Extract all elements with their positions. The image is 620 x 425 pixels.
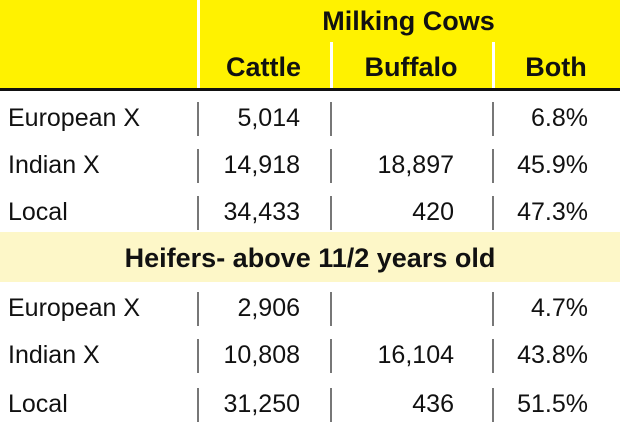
column-divider [197, 42, 200, 88]
cell-value: 14,918 [223, 151, 300, 179]
cell-value: 45.9% [517, 151, 588, 179]
column-divider [330, 196, 332, 230]
column-divider [330, 339, 332, 373]
column-divider [330, 102, 332, 136]
cell-value: 47.3% [517, 198, 588, 226]
cell-value: 2,906 [237, 294, 300, 322]
column-divider [197, 102, 199, 136]
header-rule [0, 88, 620, 91]
column-divider [492, 196, 494, 230]
column-divider [330, 292, 332, 326]
column-divider [330, 149, 332, 183]
column-header: Buffalo [364, 52, 458, 82]
column-divider [197, 339, 199, 373]
column-divider [197, 0, 200, 42]
column-divider [197, 292, 199, 326]
row-label: Local [8, 198, 68, 226]
cell-value: 5,014 [237, 104, 300, 132]
column-header: Both [525, 52, 587, 82]
column-header: Cattle [225, 52, 301, 82]
row-label: European X [8, 294, 141, 322]
column-divider [492, 149, 494, 183]
cell-value: 34,433 [223, 198, 300, 226]
cell-value: 10,808 [223, 341, 300, 369]
cell-value: 51.5% [517, 390, 588, 418]
cell-value: 420 [412, 198, 454, 226]
title-band [0, 0, 620, 42]
column-divider [492, 292, 494, 326]
cell-value: 31,250 [223, 390, 300, 418]
row-label: European X [8, 104, 141, 132]
cell-value: 43.8% [517, 341, 588, 369]
column-divider [197, 149, 199, 183]
header-band [0, 42, 620, 88]
row-label: Indian X [8, 341, 100, 369]
section-title: Heifers- above 11/2 years old [124, 243, 496, 273]
column-divider [197, 388, 199, 422]
table-title: Milking Cows [322, 6, 495, 36]
column-divider [492, 102, 494, 136]
row-label: Indian X [8, 151, 100, 179]
column-divider [330, 42, 333, 88]
cell-value: 18,897 [377, 151, 454, 179]
cell-value: 16,104 [377, 341, 454, 369]
cell-value: 436 [412, 390, 454, 418]
row-label: Local [8, 390, 68, 418]
column-divider [492, 42, 495, 88]
column-divider [492, 388, 494, 422]
column-divider [197, 196, 199, 230]
column-divider [330, 388, 332, 422]
cell-value: 6.8% [531, 104, 588, 132]
cell-value: 4.7% [531, 294, 588, 322]
column-divider [492, 339, 494, 373]
section-band [0, 232, 620, 282]
